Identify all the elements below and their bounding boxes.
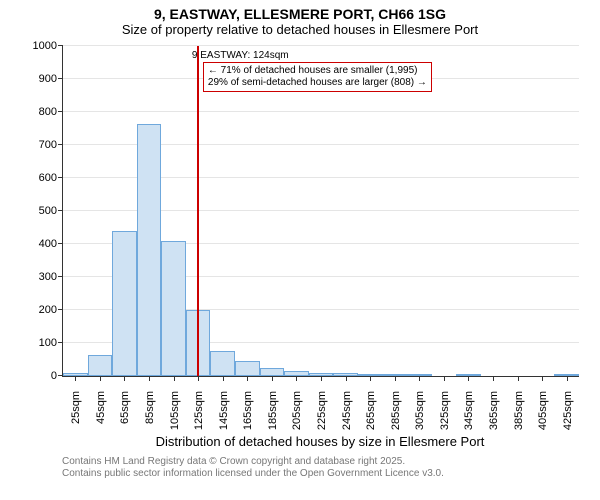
footer-attribution: Contains HM Land Registry data © Crown c… [62,456,444,480]
xtick-mark [272,376,273,381]
xtick-mark [518,376,519,381]
histogram-bar [137,124,162,376]
ytick-mark [58,342,63,343]
xtick-mark [75,376,76,381]
xtick-mark [468,376,469,381]
xtick-mark [247,376,248,381]
marker-label: 9 EASTWAY: 124sqm [192,50,289,61]
xtick-mark [346,376,347,381]
histogram-chart: 9, EASTWAY, ELLESMERE PORT, CH66 1SG Siz… [0,0,600,500]
xtick-label: 365sqm [486,391,500,430]
xtick-mark [370,376,371,381]
xtick-label: 245sqm [339,391,353,430]
ytick-label: 800 [39,106,63,118]
xtick-label: 265sqm [363,391,377,430]
footer-line: Contains HM Land Registry data © Crown c… [62,456,444,468]
xtick-label: 405sqm [535,391,549,430]
xtick-label: 145sqm [216,391,230,430]
gridline [63,45,579,46]
gridline [63,111,579,112]
xtick-mark [419,376,420,381]
histogram-bar [112,231,137,376]
annotation-line: ← 71% of detached houses are smaller (1,… [208,65,427,77]
xtick-label: 205sqm [289,391,303,430]
xtick-mark [444,376,445,381]
ytick-label: 200 [39,304,63,316]
xtick-label: 165sqm [240,391,254,430]
ytick-mark [58,276,63,277]
ytick-label: 300 [39,271,63,283]
ytick-mark [58,309,63,310]
xtick-label: 105sqm [167,391,181,430]
xtick-label: 385sqm [511,391,525,430]
xtick-mark [296,376,297,381]
xtick-label: 25sqm [68,391,82,424]
xtick-label: 225sqm [314,391,328,430]
ytick-mark [58,111,63,112]
xtick-mark [149,376,150,381]
plot-area: 0100200300400500600700800900100025sqm45s… [62,46,579,377]
ytick-mark [58,210,63,211]
histogram-bar [161,241,186,376]
xtick-label: 325sqm [437,391,451,430]
xtick-mark [567,376,568,381]
ytick-mark [58,45,63,46]
ytick-mark [58,177,63,178]
xtick-label: 305sqm [412,391,426,430]
xtick-label: 185sqm [265,391,279,430]
ytick-mark [58,243,63,244]
xtick-mark [395,376,396,381]
xtick-label: 85sqm [142,391,156,424]
xtick-label: 125sqm [191,391,205,430]
x-axis-label: Distribution of detached houses by size … [62,434,578,449]
xtick-mark [174,376,175,381]
histogram-bar [260,368,285,376]
histogram-bar [235,361,260,376]
ytick-label: 0 [51,370,63,382]
xtick-label: 45sqm [93,391,107,424]
xtick-mark [100,376,101,381]
marker-line [197,46,199,376]
ytick-label: 400 [39,238,63,250]
histogram-bar [88,355,113,376]
xtick-label: 345sqm [461,391,475,430]
xtick-mark [542,376,543,381]
xtick-mark [321,376,322,381]
ytick-label: 600 [39,172,63,184]
xtick-mark [493,376,494,381]
histogram-bar [210,351,235,376]
ytick-label: 1000 [33,40,63,52]
ytick-mark [58,78,63,79]
xtick-label: 65sqm [117,391,131,424]
chart-title: 9, EASTWAY, ELLESMERE PORT, CH66 1SG [0,0,600,22]
ytick-label: 700 [39,139,63,151]
footer-line: Contains public sector information licen… [62,468,444,480]
chart-subtitle: Size of property relative to detached ho… [0,22,600,37]
ytick-label: 500 [39,205,63,217]
ytick-label: 900 [39,73,63,85]
ytick-mark [58,144,63,145]
ytick-label: 100 [39,337,63,349]
xtick-mark [124,376,125,381]
annotation-line: 29% of semi-detached houses are larger (… [208,77,427,89]
xtick-mark [198,376,199,381]
annotation-box: ← 71% of detached houses are smaller (1,… [203,62,432,92]
xtick-label: 425sqm [560,391,574,430]
xtick-label: 285sqm [388,391,402,430]
xtick-mark [223,376,224,381]
